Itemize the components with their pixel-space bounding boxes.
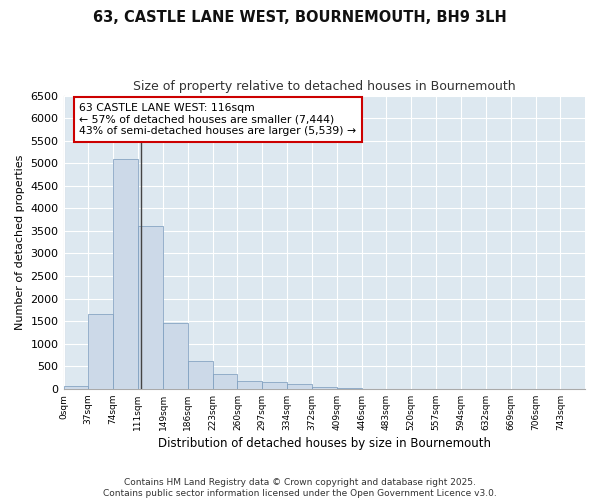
- Bar: [262, 382, 287, 389]
- Bar: [64, 386, 88, 389]
- Bar: [312, 386, 337, 389]
- X-axis label: Distribution of detached houses by size in Bournemouth: Distribution of detached houses by size …: [158, 437, 491, 450]
- Bar: [138, 226, 163, 389]
- Bar: [337, 388, 362, 389]
- Text: 63 CASTLE LANE WEST: 116sqm
← 57% of detached houses are smaller (7,444)
43% of : 63 CASTLE LANE WEST: 116sqm ← 57% of det…: [79, 103, 356, 136]
- Bar: [113, 158, 138, 389]
- Text: Contains HM Land Registry data © Crown copyright and database right 2025.
Contai: Contains HM Land Registry data © Crown c…: [103, 478, 497, 498]
- Bar: [163, 324, 188, 389]
- Bar: [212, 374, 238, 389]
- Bar: [238, 382, 262, 389]
- Y-axis label: Number of detached properties: Number of detached properties: [15, 154, 25, 330]
- Bar: [188, 361, 212, 389]
- Text: 63, CASTLE LANE WEST, BOURNEMOUTH, BH9 3LH: 63, CASTLE LANE WEST, BOURNEMOUTH, BH9 3…: [93, 10, 507, 25]
- Bar: [287, 384, 312, 389]
- Title: Size of property relative to detached houses in Bournemouth: Size of property relative to detached ho…: [133, 80, 515, 93]
- Bar: [88, 314, 113, 389]
